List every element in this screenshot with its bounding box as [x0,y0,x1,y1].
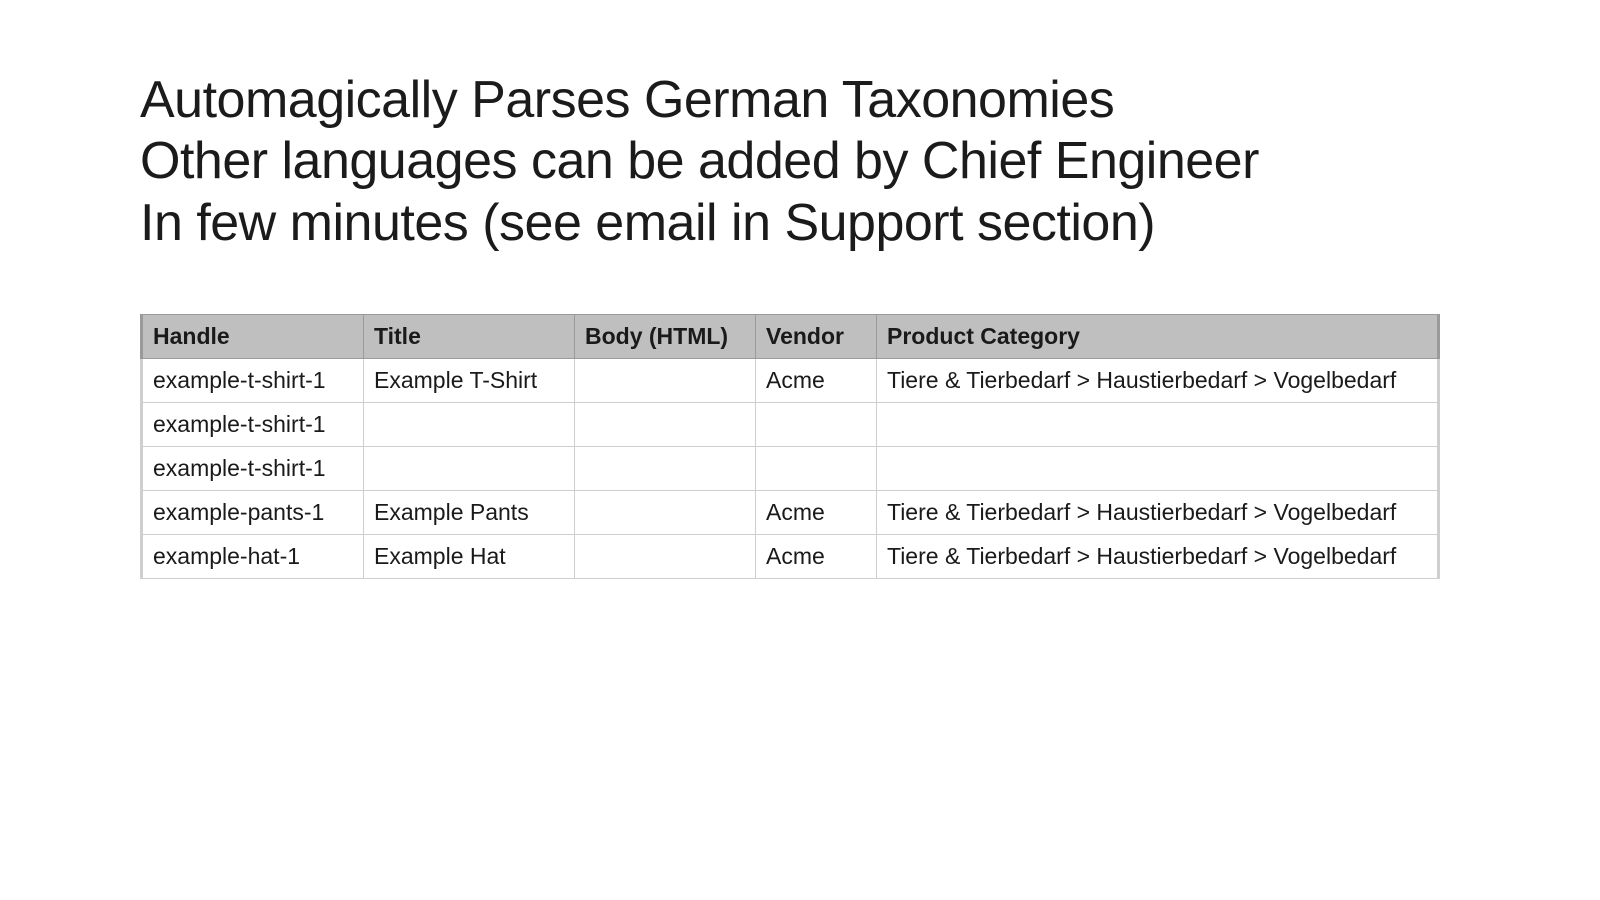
cell-handle: example-t-shirt-1 [142,359,364,403]
cell-handle: example-t-shirt-1 [142,403,364,447]
cell-body [575,359,756,403]
table-row: example-t-shirt-1 [142,403,1439,447]
cell-title: Example Hat [364,535,575,579]
cell-title [364,403,575,447]
col-handle: Handle [142,315,364,359]
table-row: example-t-shirt-1 [142,447,1439,491]
cell-vendor: Acme [756,359,877,403]
cell-category [877,403,1439,447]
cell-title: Example Pants [364,491,575,535]
col-body: Body (HTML) [575,315,756,359]
cell-handle: example-t-shirt-1 [142,447,364,491]
taxonomy-table-wrap: Handle Title Body (HTML) Vendor Product … [140,314,1460,579]
cell-category [877,447,1439,491]
cell-handle: example-hat-1 [142,535,364,579]
cell-title [364,447,575,491]
table-body: example-t-shirt-1 Example T-Shirt Acme T… [142,359,1439,579]
cell-category: Tiere & Tierbedarf > Haustierbedarf > Vo… [877,491,1439,535]
cell-title: Example T-Shirt [364,359,575,403]
cell-vendor [756,403,877,447]
col-title: Title [364,315,575,359]
cell-category: Tiere & Tierbedarf > Haustierbedarf > Vo… [877,535,1439,579]
slide-heading: Automagically Parses German Taxonomies O… [140,70,1460,254]
cell-vendor [756,447,877,491]
cell-vendor: Acme [756,535,877,579]
table-row: example-hat-1 Example Hat Acme Tiere & T… [142,535,1439,579]
cell-body [575,447,756,491]
table-row: example-t-shirt-1 Example T-Shirt Acme T… [142,359,1439,403]
cell-body [575,535,756,579]
cell-body [575,403,756,447]
taxonomy-table: Handle Title Body (HTML) Vendor Product … [140,314,1440,579]
cell-body [575,491,756,535]
table-header: Handle Title Body (HTML) Vendor Product … [142,315,1439,359]
heading-line-3: In few minutes (see email in Support sec… [140,193,1460,254]
cell-vendor: Acme [756,491,877,535]
col-category: Product Category [877,315,1439,359]
col-vendor: Vendor [756,315,877,359]
slide: Automagically Parses German Taxonomies O… [0,0,1600,900]
heading-line-1: Automagically Parses German Taxonomies [140,70,1460,131]
table-row: example-pants-1 Example Pants Acme Tiere… [142,491,1439,535]
cell-category: Tiere & Tierbedarf > Haustierbedarf > Vo… [877,359,1439,403]
table-header-row: Handle Title Body (HTML) Vendor Product … [142,315,1439,359]
heading-line-2: Other languages can be added by Chief En… [140,131,1460,192]
cell-handle: example-pants-1 [142,491,364,535]
